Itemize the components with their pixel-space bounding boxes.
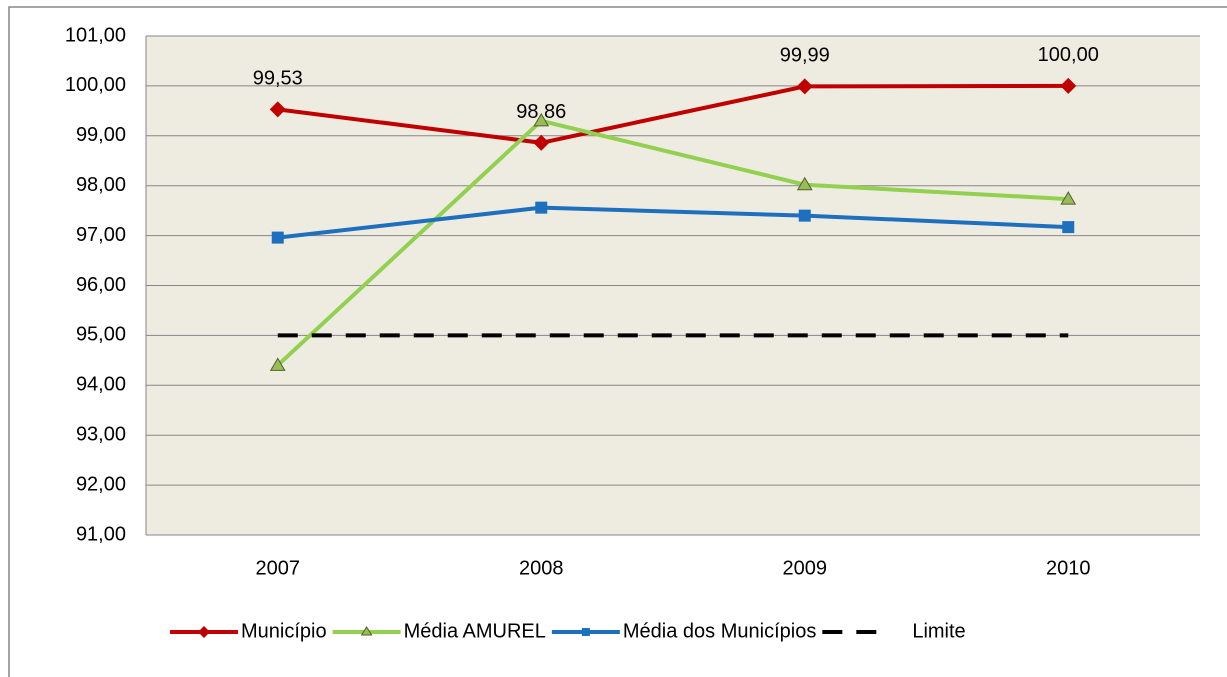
legend-label: Média dos Municípios (623, 620, 816, 642)
point-marker (198, 626, 210, 638)
point-marker (360, 626, 373, 636)
y-tick-label: 95,00 (76, 324, 126, 346)
y-tick-label: 98,00 (76, 174, 126, 196)
point-marker (1062, 221, 1075, 234)
point-marker (533, 134, 550, 151)
x-tick-label: 2008 (519, 557, 564, 579)
y-tick-label: 96,00 (76, 274, 126, 296)
point-marker (535, 201, 548, 214)
y-tick-label: 93,00 (76, 423, 126, 445)
point-marker (796, 176, 813, 191)
point-marker (1060, 77, 1077, 94)
y-tick-label: 94,00 (76, 374, 126, 396)
data-label: 100,00 (1038, 44, 1099, 66)
point-marker (1060, 191, 1077, 205)
series-line (277, 205, 1069, 240)
y-tick-label: 91,00 (76, 523, 126, 545)
legend-label: Limite (912, 620, 965, 642)
point-marker (533, 112, 550, 127)
data-label: 99,53 (253, 68, 303, 90)
y-tick-label: 99,00 (76, 124, 126, 146)
x-tick-label: 2010 (1046, 557, 1091, 579)
chart-frame (8, 6, 1227, 677)
point-marker (271, 231, 284, 244)
x-tick-label: 2009 (783, 557, 828, 579)
y-tick-label: 92,00 (76, 473, 126, 495)
point-marker (798, 209, 811, 222)
data-label: 99,99 (780, 45, 830, 67)
data-label: 98,86 (516, 101, 566, 123)
y-tick-label: 101,00 (65, 24, 126, 46)
series-line (277, 83, 1069, 145)
point-marker (581, 628, 590, 636)
series-line (276, 118, 1069, 367)
point-marker (269, 101, 286, 118)
y-tick-label: 100,00 (65, 74, 126, 96)
point-marker (269, 357, 286, 371)
point-marker (796, 78, 813, 95)
legend-label: Média AMUREL (404, 620, 546, 642)
x-tick-label: 2007 (256, 557, 301, 579)
legend-label: Município (241, 620, 327, 642)
y-tick-label: 97,00 (76, 224, 126, 246)
